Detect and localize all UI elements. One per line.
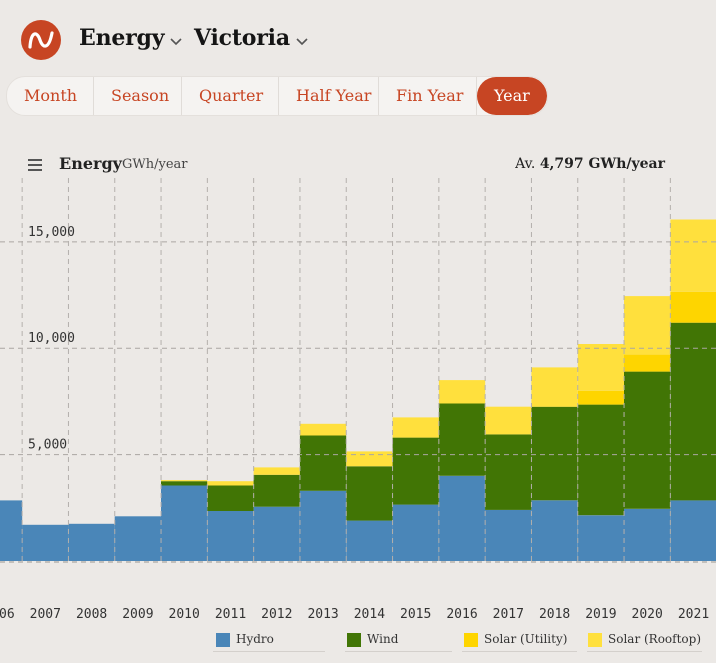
bar-hydro-2017 [485, 509, 532, 561]
y-tick-label: 5,000 [28, 438, 67, 453]
bar-hydro-2013 [299, 490, 347, 561]
tab-season[interactable]: Season [94, 77, 182, 115]
region-label: Victoria [194, 25, 290, 51]
legend-swatch [216, 633, 230, 647]
legend-swatch [464, 633, 478, 647]
x-tick-label: 2019 [585, 607, 616, 622]
chart-title: Energy [59, 154, 122, 173]
bar-hydro-2020 [624, 508, 671, 561]
bar-wind-2020 [624, 371, 671, 509]
average-value: 4,797 GWh/year [539, 156, 665, 172]
y-tick-label: 10,000 [28, 331, 75, 346]
bar-wind-2018 [531, 406, 578, 501]
chart-legend: Hydro Wind Solar (Utility) Solar (Roofto… [0, 628, 716, 654]
chart-unit: GWh/year [122, 157, 188, 172]
y-tick-label: 15,000 [28, 225, 75, 240]
x-tick-label: 2007 [30, 607, 61, 622]
bar-solar-rooftop-2017 [485, 406, 532, 435]
x-tick-label: 2010 [169, 607, 200, 622]
bar-hydro-2008 [68, 523, 115, 561]
tab-month[interactable]: Month [7, 77, 94, 115]
x-tick-label: 2012 [261, 607, 292, 622]
x-tick-label: 2015 [400, 607, 431, 622]
bar-solar-rooftop-2016 [438, 380, 486, 404]
bar-hydro-2014 [346, 520, 393, 561]
x-tick-label: 2008 [76, 607, 107, 622]
chevron-down-icon [170, 26, 182, 52]
bar-wind-2017 [485, 434, 532, 510]
average-readout: Av. 4,797 GWh/year [515, 156, 665, 172]
legend-label: Solar (Rooftop) [608, 632, 702, 646]
bar-solar-rooftop-2020 [624, 296, 671, 355]
x-tick-label: 2011 [215, 607, 246, 622]
bar-solar-utility-2020 [624, 354, 671, 372]
bar-hydro-2010 [161, 485, 208, 561]
bar-hydro-2012 [253, 506, 300, 561]
legend-swatch [347, 633, 361, 647]
bar-wind-2019 [577, 404, 625, 516]
bar-wind-2011 [207, 485, 254, 511]
bar-solar-rooftop-2010 [161, 480, 208, 482]
bar-solar-utility-2021 [670, 291, 716, 323]
x-tick-label: 2017 [493, 607, 524, 622]
metric-label: Energy [79, 25, 165, 51]
average-prefix: Av. [515, 156, 536, 172]
bar-hydro-2015 [392, 504, 439, 561]
bar-hydro-2021 [670, 500, 716, 561]
x-tick-label: 2009 [122, 607, 153, 622]
bar-wind-2021 [670, 322, 716, 501]
legend-label: Hydro [236, 632, 274, 646]
bar-hydro-2009 [114, 516, 161, 561]
x-tick-label: 2020 [632, 607, 663, 622]
bar-wind-2012 [253, 474, 300, 507]
legend-label: Wind [367, 632, 399, 646]
bar-solar-rooftop-2019 [577, 344, 625, 391]
bar-solar-utility-2019 [577, 390, 625, 405]
bar-solar-rooftop-2011 [207, 481, 254, 486]
app-logo[interactable] [21, 20, 61, 60]
region-selector[interactable]: Victoria [194, 25, 308, 52]
wave-logo-icon [28, 31, 54, 49]
x-tick-label: 2016 [446, 607, 477, 622]
chart-header: Energy GWh/year Av. 4,797 GWh/year [28, 154, 668, 176]
tab-fin-year[interactable]: Fin Year [379, 77, 477, 115]
metric-selector[interactable]: Energy [79, 25, 182, 52]
legend-label: Solar (Utility) [484, 632, 568, 646]
bar-hydro-2019 [577, 515, 625, 561]
bar-hydro-2007 [22, 524, 69, 561]
bar-hydro-2011 [207, 511, 254, 561]
bar-wind-2014 [346, 466, 393, 521]
bar-hydro-2006 [0, 500, 23, 561]
bar-solar-rooftop-2018 [531, 367, 578, 407]
energy-chart: 5,000 10,000 15,000 2006 2007 2008 2009 2010 201… [0, 178, 716, 622]
bar-solar-rooftop-2015 [392, 417, 439, 438]
x-tick-label: 2014 [354, 607, 385, 622]
tab-year[interactable]: Year [477, 77, 547, 115]
bar-wind-2013 [299, 435, 347, 491]
bar-wind-2010 [161, 481, 208, 486]
x-tick-label: 2013 [307, 607, 338, 622]
bar-wind-2016 [438, 403, 486, 476]
bar-solar-rooftop-2021 [670, 219, 716, 292]
legend-swatch [588, 633, 602, 647]
tab-quarter[interactable]: Quarter [182, 77, 279, 115]
tab-half-year[interactable]: Half Year [279, 77, 379, 115]
x-tick-label: 2006 [0, 607, 15, 622]
menu-icon[interactable] [28, 159, 42, 171]
bar-hydro-2016 [438, 475, 486, 561]
bar-wind-2015 [392, 437, 439, 505]
chevron-down-icon [296, 26, 308, 52]
bar-solar-rooftop-2012 [253, 467, 300, 475]
x-tick-label: 2018 [539, 607, 570, 622]
bar-solar-rooftop-2013 [299, 423, 347, 436]
interval-tabs: Month Season Quarter Half Year Fin Year … [6, 76, 548, 116]
bar-solar-rooftop-2014 [346, 451, 393, 467]
x-tick-label: 2021 [678, 607, 709, 622]
bar-hydro-2018 [531, 500, 578, 561]
